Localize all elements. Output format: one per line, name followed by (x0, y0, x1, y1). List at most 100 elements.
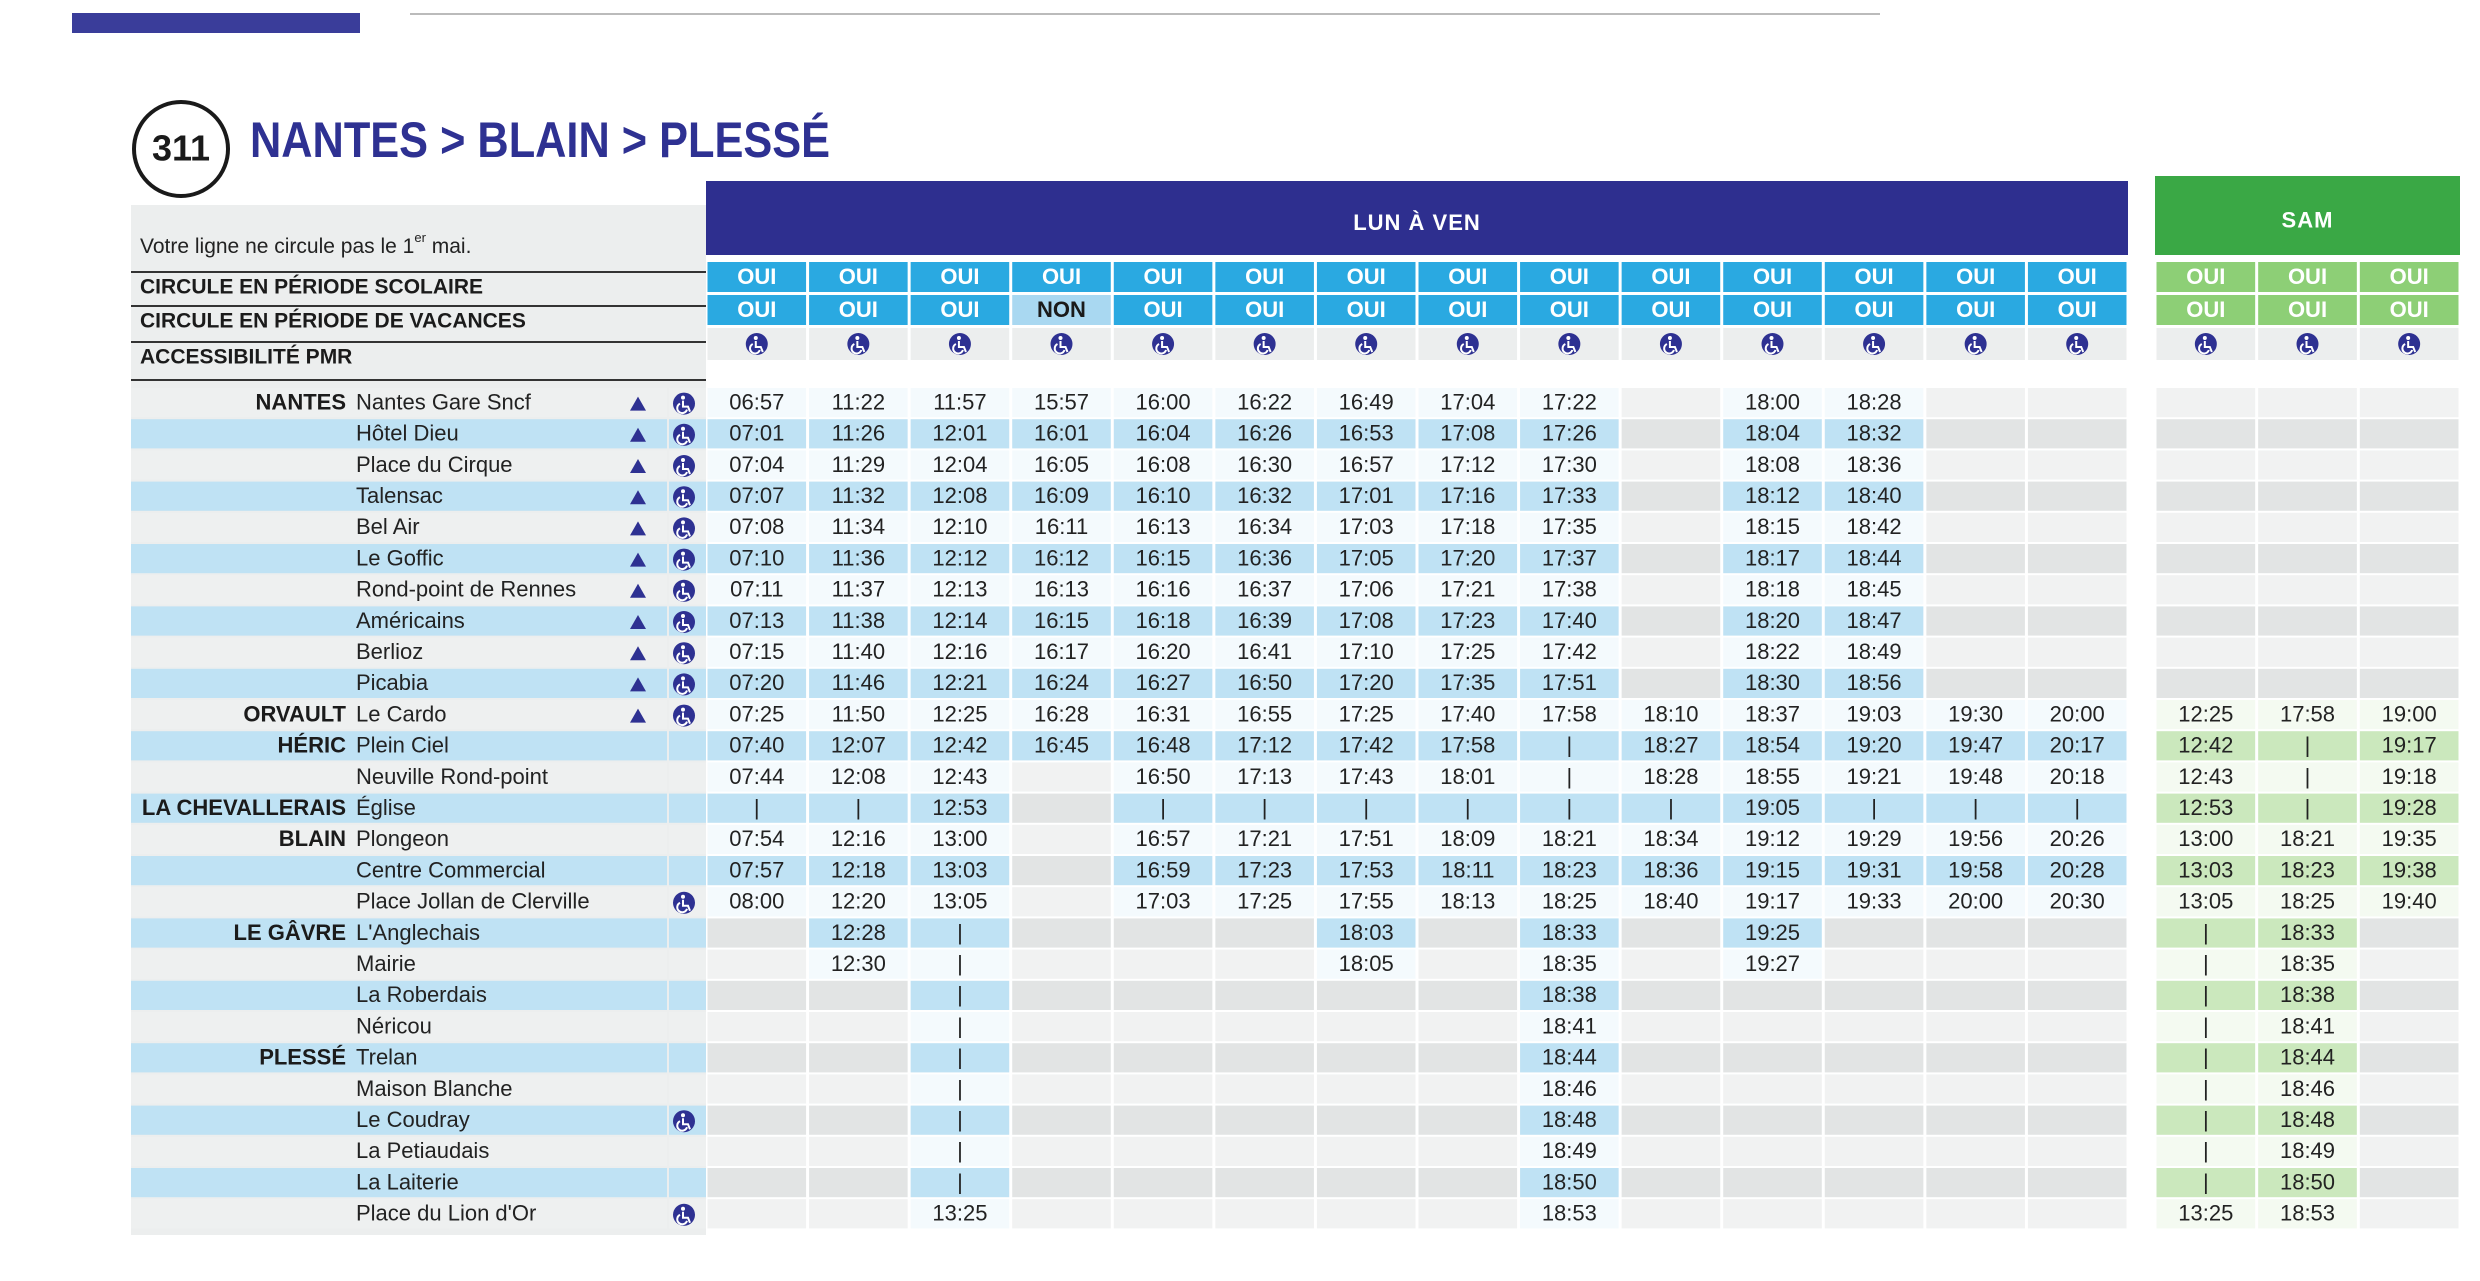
pmr-icon (673, 1110, 695, 1133)
departure-time: 18:11 (1441, 857, 1494, 882)
time-cell (1316, 887, 1416, 917)
departure-time: 16:15 (1034, 608, 1089, 633)
time-cell (2156, 637, 2256, 667)
stop-icon-bg (669, 856, 706, 886)
time-cell (1215, 481, 1314, 511)
departure-time: 16:57 (1339, 452, 1394, 477)
time-cell (2027, 918, 2127, 948)
time-cell (1926, 668, 2025, 698)
stop-icon-bg (669, 1074, 706, 1104)
time-cell (1723, 575, 1822, 605)
departure-time: 16:01 (1034, 421, 1089, 446)
terminus-triangle (630, 396, 646, 411)
time-cell (1520, 731, 1619, 761)
pmr-figure (676, 556, 691, 570)
service-value: OUI (1753, 264, 1792, 289)
time-cell (2258, 419, 2357, 449)
time-cell (1723, 1012, 1822, 1042)
time-cell (809, 1074, 908, 1104)
departure-time: 16:45 (1034, 733, 1089, 758)
time-cell (1723, 856, 1822, 886)
time-cell (2156, 1136, 2256, 1166)
time-cell (809, 606, 908, 636)
time-cell (1215, 731, 1314, 761)
time-cell (2258, 856, 2357, 886)
departure-time: 12:10 (932, 514, 987, 539)
time-cell (1113, 1168, 1213, 1198)
time-cell (2258, 1074, 2357, 1104)
time-cell (1926, 824, 2025, 854)
time-cell (1621, 824, 1721, 854)
stop-row-bg (131, 731, 667, 761)
stop-name: Église (356, 795, 416, 820)
departure-time: 16:53 (1339, 421, 1394, 446)
departure-time: 17:22 (1542, 389, 1597, 414)
time-cell (2258, 481, 2357, 511)
time-cell (1520, 1168, 1619, 1198)
departure-time: 19:30 (1948, 701, 2003, 726)
pmr-head (681, 1206, 685, 1211)
time-cell (1621, 1199, 1721, 1229)
time-cell (910, 512, 1010, 542)
time-cell (1621, 388, 1721, 418)
departure-time: 07:11 (730, 577, 783, 602)
time-cell (2359, 1074, 2459, 1104)
time-cell (1824, 544, 1924, 574)
time-cell (1926, 450, 2025, 480)
time-cell (2258, 1043, 2357, 1073)
pmr-figure (1663, 341, 1678, 355)
departure-time: 17:20 (1339, 670, 1394, 695)
time-cell (1113, 918, 1213, 948)
time-cell (2258, 575, 2357, 605)
time-cell (1012, 1168, 1111, 1198)
time-cell (2027, 512, 2127, 542)
time-cell (1113, 980, 1213, 1010)
departure-time: 12:08 (932, 483, 987, 508)
time-cell (1113, 824, 1213, 854)
pmr-icon (673, 704, 695, 727)
time-cell (1621, 606, 1721, 636)
time-cell (1824, 918, 1924, 948)
pmr-figure (1358, 341, 1374, 355)
time-cell (1418, 575, 1518, 605)
time-cell (707, 731, 807, 761)
time-cell (809, 731, 908, 761)
departure-time: 18:28 (1847, 389, 1902, 414)
time-cell (2027, 1043, 2127, 1073)
departure-time: 13:25 (932, 1201, 987, 1226)
departure-time: 17:03 (1136, 889, 1191, 914)
time-cell (1926, 918, 2025, 948)
service-cell (1418, 295, 1518, 325)
time-cell (2027, 481, 2127, 511)
pmr-figure (1967, 341, 1983, 355)
departure-time: 11:29 (832, 452, 885, 477)
time-cell (1418, 1043, 1518, 1073)
departure-time: 07:13 (729, 608, 784, 633)
time-cell (1012, 512, 1111, 542)
pmr-head (1566, 336, 1571, 340)
departure-time: | (957, 1107, 963, 1132)
departure-time: 07:01 (729, 421, 784, 446)
departure-time: 17:33 (1542, 483, 1597, 508)
service-value: OUI (1144, 264, 1183, 289)
stop-name: La Roberdais (356, 982, 487, 1007)
departure-time: 16:32 (1237, 483, 1292, 508)
time-cell (1316, 1012, 1416, 1042)
departure-time: 17:21 (1237, 826, 1292, 851)
pmr-figure (676, 1211, 691, 1226)
pmr-icon (673, 673, 695, 696)
departure-time: 16:39 (1237, 608, 1292, 633)
pmr-icon (1761, 333, 1784, 355)
departure-time: 19:48 (1948, 764, 2003, 789)
time-cell (1520, 949, 1619, 979)
departure-time: 19:17 (1745, 889, 1800, 914)
time-cell (1418, 450, 1518, 480)
town-name: PLESSÉ (259, 1045, 346, 1070)
service-cell (809, 295, 908, 325)
service-cell (1012, 295, 1111, 325)
time-cell (1418, 1168, 1518, 1198)
departure-time: 07:08 (729, 514, 784, 539)
time-cell (2258, 887, 2357, 917)
service-value: OUI (1448, 297, 1487, 322)
pmr-figure (1155, 341, 1170, 355)
